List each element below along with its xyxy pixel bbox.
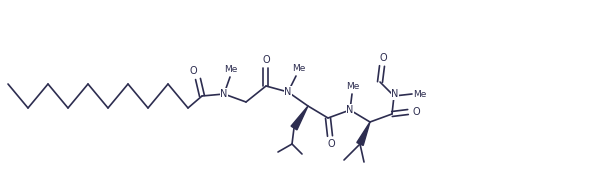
Text: O: O [189,66,197,76]
Text: Me: Me [292,63,305,73]
Text: N: N [285,87,292,97]
Text: O: O [412,107,420,117]
Polygon shape [291,106,308,130]
Text: Me: Me [346,82,359,91]
Text: N: N [346,105,353,115]
Text: Me: Me [224,65,238,74]
Text: O: O [262,55,270,65]
Polygon shape [357,122,370,146]
Text: O: O [379,53,387,63]
Text: Me: Me [413,90,426,99]
Text: O: O [327,139,335,149]
Text: N: N [220,89,228,99]
Text: N: N [391,89,399,99]
